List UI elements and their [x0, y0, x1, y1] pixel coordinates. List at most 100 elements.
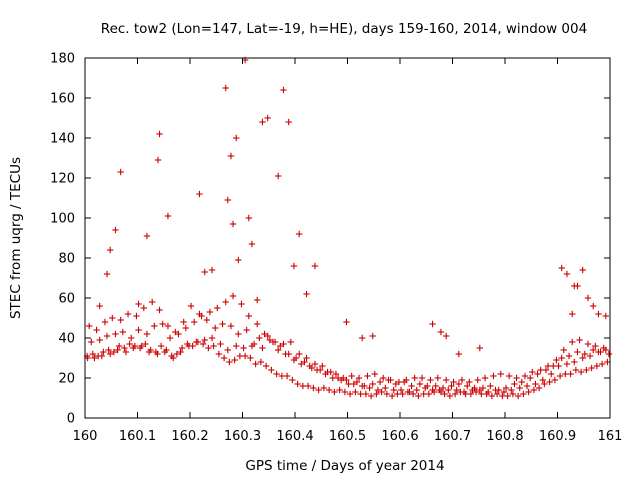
- data-point: [208, 266, 216, 274]
- data-point: [182, 324, 189, 332]
- data-point: [166, 334, 174, 342]
- data-point: [446, 392, 454, 400]
- data-point: [343, 318, 350, 326]
- data-point: [235, 256, 242, 264]
- y-tick-label: 140: [50, 132, 75, 147]
- data-point: [563, 360, 571, 368]
- data-point: [210, 342, 217, 350]
- x-axis-ticks: 160 160.1 160.2 160.3 160.4 160.5 160.6 160.7 16…: [73, 58, 623, 444]
- data-point: [439, 384, 447, 392]
- data-point: [201, 268, 208, 276]
- data-point: [157, 342, 165, 350]
- data-point: [159, 320, 166, 328]
- data-point: [208, 334, 216, 342]
- data-point: [548, 370, 555, 378]
- data-point: [563, 270, 571, 278]
- data-point: [215, 350, 223, 358]
- data-point: [271, 338, 279, 346]
- data-point: [259, 344, 266, 352]
- data-point: [248, 342, 256, 350]
- data-point: [110, 348, 118, 356]
- data-point: [296, 350, 303, 358]
- data-point: [518, 378, 525, 386]
- data-point: [303, 354, 310, 362]
- data-point: [193, 338, 200, 346]
- data-point: [466, 378, 473, 386]
- data-point: [469, 386, 476, 394]
- data-point: [464, 382, 471, 390]
- data-point: [201, 336, 208, 344]
- data-point: [264, 114, 271, 122]
- data-point: [541, 380, 548, 388]
- data-point: [492, 386, 499, 394]
- data-point: [122, 348, 130, 356]
- data-point: [376, 378, 384, 386]
- y-tick-label: 60: [58, 292, 75, 307]
- x-tick-label: 160.7: [434, 429, 471, 444]
- data-point: [341, 388, 349, 396]
- data-point: [576, 336, 583, 344]
- data-point: [227, 322, 235, 330]
- data-point: [520, 390, 527, 398]
- data-point: [88, 338, 95, 346]
- data-point: [112, 330, 119, 338]
- data-point: [380, 374, 387, 382]
- data-point: [226, 358, 233, 366]
- data-point: [138, 342, 145, 350]
- data-point: [191, 318, 198, 326]
- data-point: [595, 348, 602, 356]
- data-point: [504, 392, 511, 400]
- data-point: [369, 380, 376, 388]
- plot-marks: [83, 56, 613, 400]
- data-point: [535, 384, 543, 392]
- x-tick-label: 161: [598, 429, 623, 444]
- x-tick-label: 160.4: [276, 429, 313, 444]
- data-point: [434, 374, 441, 382]
- data-point: [581, 350, 588, 358]
- data-point: [290, 262, 298, 270]
- y-tick-label: 20: [58, 372, 75, 387]
- data-point: [571, 358, 578, 366]
- data-point: [98, 352, 105, 360]
- data-point: [280, 86, 287, 94]
- data-point: [245, 214, 252, 222]
- data-point: [231, 356, 238, 364]
- y-axis-title: STEC from uqrg / TECUs: [8, 157, 24, 319]
- data-point: [135, 326, 142, 334]
- data-point: [565, 352, 573, 360]
- data-point: [259, 118, 266, 126]
- data-point: [287, 338, 294, 346]
- data-point: [145, 348, 153, 356]
- data-point: [369, 332, 376, 340]
- data-point: [355, 374, 363, 382]
- data-point: [583, 366, 590, 374]
- data-point: [350, 380, 357, 388]
- data-point: [198, 312, 205, 320]
- data-point: [529, 368, 536, 376]
- data-point: [252, 360, 259, 368]
- y-tick-label: 100: [50, 212, 75, 227]
- data-point: [530, 386, 538, 394]
- y-tick-label: 40: [58, 332, 75, 347]
- data-point: [534, 370, 541, 378]
- x-tick-label: 160.3: [224, 429, 261, 444]
- data-point: [154, 156, 162, 164]
- data-point: [399, 390, 406, 398]
- data-point: [248, 240, 256, 248]
- data-point: [592, 342, 599, 350]
- data-point: [521, 372, 529, 380]
- data-point: [453, 386, 460, 394]
- data-point: [206, 308, 214, 316]
- data-point: [387, 376, 394, 384]
- chart-title: Rec. tow2 (Lon=147, Lat=-19, h=HE), days…: [101, 21, 587, 37]
- data-point: [397, 386, 405, 394]
- data-point: [558, 354, 565, 362]
- data-point: [418, 374, 426, 382]
- data-point: [325, 386, 333, 394]
- data-point: [128, 334, 135, 342]
- data-point: [569, 338, 576, 346]
- data-point: [156, 306, 163, 314]
- data-point: [93, 326, 100, 334]
- data-point: [416, 380, 424, 388]
